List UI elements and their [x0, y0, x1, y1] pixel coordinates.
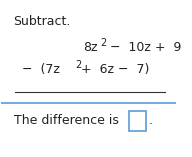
Text: 2: 2 [100, 38, 106, 48]
Text: +  6z −  7): + 6z − 7) [81, 63, 149, 76]
Text: 8z: 8z [83, 41, 97, 54]
Text: The difference is: The difference is [14, 114, 118, 127]
Text: −  (7z: − (7z [22, 63, 60, 76]
Text: −  10z +  9: − 10z + 9 [109, 41, 181, 54]
Text: .: . [149, 114, 153, 127]
FancyBboxPatch shape [129, 111, 146, 131]
Text: Subtract.: Subtract. [14, 15, 71, 28]
Text: 2: 2 [75, 60, 82, 70]
